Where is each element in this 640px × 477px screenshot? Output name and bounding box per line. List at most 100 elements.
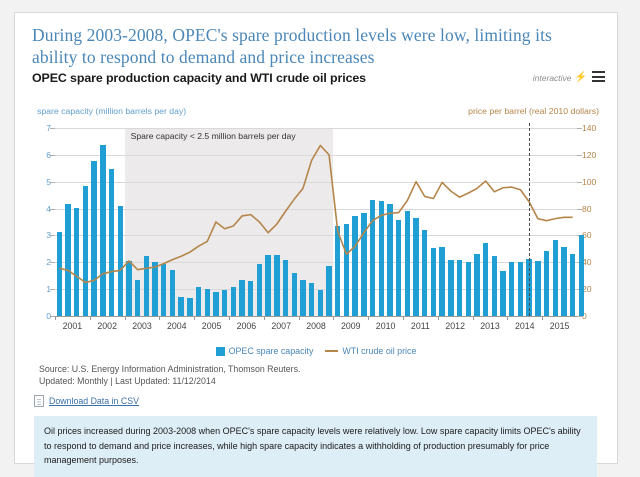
bar[interactable] xyxy=(213,291,219,316)
bar[interactable] xyxy=(82,185,89,316)
bar[interactable] xyxy=(108,168,115,316)
bar[interactable] xyxy=(248,281,254,316)
bar[interactable] xyxy=(500,271,506,316)
bar[interactable] xyxy=(126,260,132,316)
bar[interactable] xyxy=(65,203,71,316)
bar[interactable] xyxy=(343,224,350,316)
bar[interactable] xyxy=(239,280,245,316)
hamburger-menu-icon[interactable] xyxy=(592,71,605,82)
bar[interactable] xyxy=(134,279,141,316)
bar[interactable] xyxy=(482,242,489,316)
bar[interactable] xyxy=(100,145,106,316)
bar[interactable] xyxy=(317,290,324,316)
bar[interactable] xyxy=(335,226,341,316)
gridline xyxy=(55,235,577,237)
bar[interactable] xyxy=(474,253,480,316)
bar[interactable] xyxy=(569,253,576,316)
bar[interactable] xyxy=(195,287,202,316)
bar[interactable] xyxy=(552,240,558,316)
bar[interactable] xyxy=(430,247,437,316)
x-axis-tick-label: 2010 xyxy=(375,321,396,331)
y-axis-left-tickmark xyxy=(50,289,55,291)
bar[interactable] xyxy=(535,260,541,316)
bar[interactable] xyxy=(161,263,167,316)
y-axis-right-tick-label: 100 xyxy=(582,176,597,187)
chart-subtitle: OPEC spare production capacity and WTI c… xyxy=(32,71,366,85)
y-axis-left-tick-label: 5 xyxy=(46,176,51,187)
bar[interactable] xyxy=(256,264,263,316)
bar[interactable] xyxy=(291,273,297,316)
bar[interactable] xyxy=(439,246,445,316)
x-axis-tick-label: 2011 xyxy=(410,321,430,331)
bar[interactable] xyxy=(169,269,176,316)
bar[interactable] xyxy=(404,210,411,316)
bar[interactable] xyxy=(465,262,471,316)
x-axis-tickmark xyxy=(194,316,196,320)
bar[interactable] xyxy=(91,160,97,316)
bar[interactable] xyxy=(491,256,498,316)
x-axis-tick-label: 2014 xyxy=(515,321,535,331)
bar[interactable] xyxy=(526,259,532,316)
bar[interactable] xyxy=(578,235,585,316)
forecast-divider-line xyxy=(529,123,531,316)
x-axis-tick-label: 2001 xyxy=(62,321,83,331)
interactive-controls[interactable]: interactive ⚡ xyxy=(533,71,605,85)
bar[interactable] xyxy=(300,279,306,316)
bar[interactable] xyxy=(152,262,158,316)
bar[interactable] xyxy=(422,230,428,316)
bar[interactable] xyxy=(448,260,454,316)
bar[interactable] xyxy=(117,206,123,316)
bar[interactable] xyxy=(274,254,280,316)
x-axis-tickmark xyxy=(55,316,56,320)
legend-item-bar[interactable]: OPEC spare capacity xyxy=(215,346,314,356)
bar[interactable] xyxy=(265,254,271,316)
bar[interactable] xyxy=(395,219,402,316)
bar[interactable] xyxy=(387,203,393,316)
interactive-label: interactive xyxy=(532,73,572,83)
bar[interactable] xyxy=(378,201,384,316)
x-axis-tick-label: 2005 xyxy=(201,321,222,331)
y-axis-left-tickmark xyxy=(50,208,55,210)
download-csv-link[interactable]: Download Data in CSV xyxy=(34,395,139,407)
y-axis-left-tickmark xyxy=(50,262,55,264)
bar[interactable] xyxy=(369,199,376,316)
legend-swatch-line-icon xyxy=(325,350,339,352)
legend-label-bar: OPEC spare capacity xyxy=(228,346,314,356)
bar[interactable] xyxy=(56,232,63,316)
y-axis-right-tickmark xyxy=(577,316,582,317)
bar[interactable] xyxy=(361,213,367,316)
bar[interactable] xyxy=(187,297,193,316)
bar[interactable] xyxy=(74,208,80,316)
x-axis-tick-label: 2003 xyxy=(132,321,152,331)
y-axis-left-tick-label: 3 xyxy=(46,230,51,241)
x-axis-tick-label: 2009 xyxy=(341,321,361,331)
source-block: Source: U.S. Energy Information Administ… xyxy=(39,364,300,387)
bar[interactable] xyxy=(308,283,315,316)
bar[interactable] xyxy=(178,296,184,316)
bar[interactable] xyxy=(221,290,228,316)
y-axis-left-tick-label: 1 xyxy=(46,284,51,295)
y-axis-left-tickmark xyxy=(50,181,55,183)
bar[interactable] xyxy=(509,262,515,316)
bar[interactable] xyxy=(517,262,524,316)
x-axis-tickmark xyxy=(472,316,474,320)
bar[interactable] xyxy=(326,265,332,316)
legend-item-line[interactable]: WTI crude oil price xyxy=(325,346,416,356)
bar[interactable] xyxy=(413,217,419,316)
gridline xyxy=(55,128,577,129)
bar[interactable] xyxy=(143,256,150,316)
x-axis-tick-label: 2002 xyxy=(97,321,117,331)
bar[interactable] xyxy=(561,246,567,316)
bar[interactable] xyxy=(282,260,289,316)
plot-area[interactable]: Spare capacity < 2.5 million barrels per… xyxy=(46,123,596,331)
bar[interactable] xyxy=(456,260,463,316)
y-axis-right-tickmark xyxy=(577,181,582,183)
download-csv-label: Download Data in CSV xyxy=(49,396,139,406)
bar[interactable] xyxy=(543,251,550,316)
y-axis-right-tick-label: 20 xyxy=(582,284,592,295)
bar[interactable] xyxy=(230,287,237,316)
bar[interactable] xyxy=(352,216,358,316)
x-axis-tickmark xyxy=(333,316,335,320)
bar[interactable] xyxy=(204,288,210,316)
